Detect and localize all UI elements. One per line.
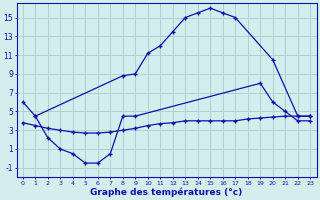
X-axis label: Graphe des températures (°c): Graphe des températures (°c)	[91, 187, 243, 197]
